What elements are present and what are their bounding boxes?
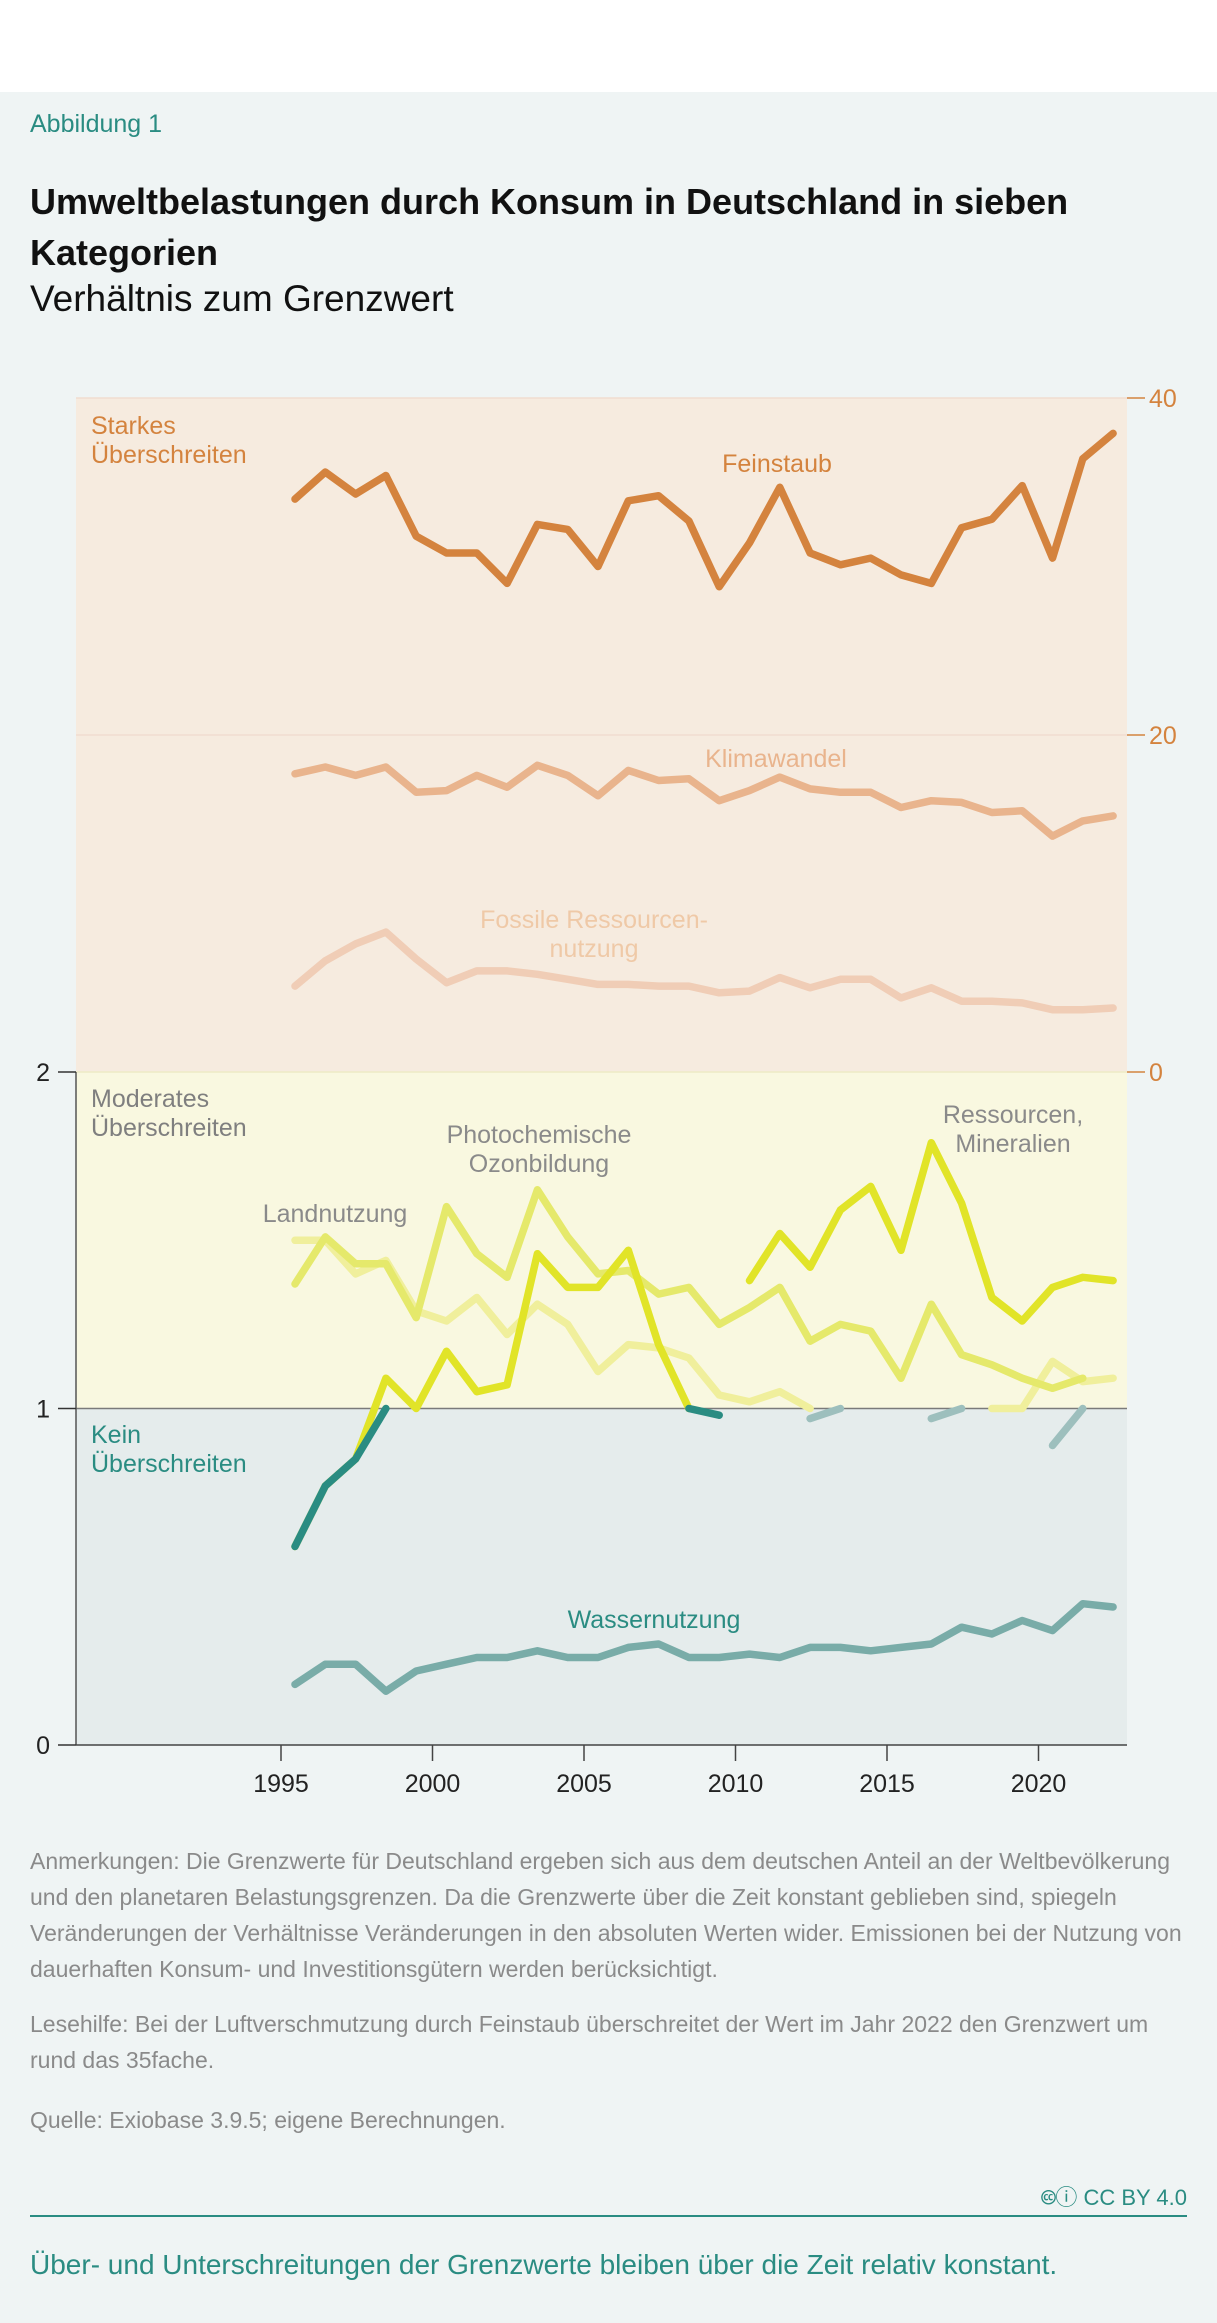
license-text: CC BY 4.0 [1083, 2185, 1187, 2210]
series-label-klimawandel: Klimawandel [705, 745, 847, 773]
series-segment-6 [291, 1404, 723, 1551]
left-tick-label-0: 0 [36, 1732, 50, 1760]
series-wassernutzung [291, 1599, 1117, 1695]
x-tick-label-1995: 1995 [253, 1770, 309, 1798]
note-source: Quelle: Exiobase 3.9.5; eigene Berechnun… [30, 2107, 506, 2133]
zone-label-none: Kein Überschreiten [91, 1421, 247, 1478]
right-tick-label-40: 40 [1149, 385, 1177, 413]
zone-label-strong: Starkes Überschreiten [91, 412, 247, 469]
series-label-feinstaub: Feinstaub [722, 450, 832, 478]
zone-none [76, 1408, 1127, 1745]
divider [30, 2215, 1187, 2217]
cc-icon: 🅭ⓘ [1041, 2185, 1084, 2210]
zone-moderate [76, 1072, 1127, 1409]
series-feinstaub [291, 429, 1117, 591]
takeaway-text: Über- und Unterschreitungen der Grenzwer… [30, 2249, 1058, 2280]
series-label-landnutzung: Landnutzung [263, 1200, 408, 1228]
x-tick-label-2020: 2020 [1011, 1770, 1067, 1798]
x-tick-label-2015: 2015 [859, 1770, 915, 1798]
note-reading-aid: Lesehilfe: Bei der Luftverschmutzung dur… [30, 2011, 1149, 2073]
series-label-fossile-ressourcen-nutzung: Fossile Ressourcen-nutzung [480, 906, 708, 963]
series-label-wassernutzung: Wassernutzung [568, 1606, 741, 1634]
zone-label-moderate: Moderates Überschreiten [91, 1085, 247, 1142]
x-tick-label-2000: 2000 [405, 1770, 461, 1798]
series-klimawandel [291, 761, 1117, 840]
labels-layer: Starkes Überschreiten Moderates Überschreit… [91, 412, 1083, 1634]
series-segment-7 [806, 1404, 1087, 1450]
series-label-photochemische-ozonbildung: Photochemische Ozonbildung [447, 1121, 632, 1178]
series-fossile-ressourcen-nutzung [291, 928, 1117, 1014]
license-badge[interactable]: 🅭ⓘ CC BY 4.0 [1042, 2180, 1187, 2212]
grid-layer [76, 397, 1127, 1410]
x-tick-label-2010: 2010 [708, 1770, 764, 1798]
figure-label: Abbildung 1 [30, 110, 163, 138]
series-layer [291, 429, 1117, 1695]
chart-title: Umweltbelastungen durch Konsum in Deutsc… [30, 181, 1069, 273]
right-tick-label-0: 0 [1149, 1059, 1163, 1087]
left-tick-label-1: 1 [36, 1396, 50, 1424]
right-tick-label-20: 20 [1149, 722, 1177, 750]
note-remarks: Anmerkungen: Die Grenzwerte für Deutschl… [30, 1848, 1182, 1982]
chart-subtitle: Verhältnis zum Grenzwert [30, 278, 454, 319]
series-photochemische-ozonbildung [291, 1186, 1087, 1393]
series-label-ressourcen-mineralien: Ressourcen, Mineralien [943, 1101, 1083, 1158]
x-tick-label-2005: 2005 [556, 1770, 612, 1798]
left-tick-label-2: 2 [36, 1059, 50, 1087]
